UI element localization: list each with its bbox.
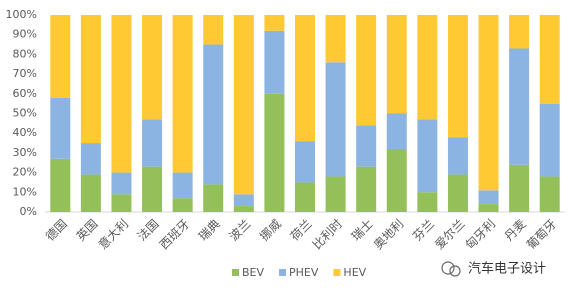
- bar-segment: [264, 93, 285, 212]
- legend-swatch: [232, 269, 239, 276]
- bar-segment: [417, 15, 438, 120]
- bar-segment: [233, 194, 254, 207]
- legend-swatch: [333, 269, 341, 276]
- bar-segment: [295, 15, 315, 142]
- bar-segment: [264, 30, 285, 94]
- bar-segment: [142, 119, 163, 167]
- bar-segment: [447, 137, 468, 175]
- y-tick-label: 50%: [13, 107, 37, 120]
- bar-segment: [295, 141, 315, 183]
- bar-segment: [142, 15, 163, 120]
- bar-segment: [478, 204, 499, 212]
- legend-label: PHEV: [289, 266, 319, 279]
- y-tick-label: 80%: [13, 47, 37, 60]
- bar-segment: [50, 97, 71, 159]
- bar-segment: [325, 176, 346, 212]
- legend-label: BEV: [242, 266, 264, 279]
- bar-segment: [417, 119, 438, 193]
- bar-segment: [539, 176, 560, 212]
- y-tick-label: 100%: [6, 8, 37, 21]
- bar-segment: [264, 15, 285, 31]
- bar-segment: [386, 15, 407, 114]
- watermark-icon: [441, 261, 461, 277]
- bar-segment: [539, 15, 560, 104]
- bar-segment: [80, 143, 101, 175]
- bar-segment: [509, 164, 530, 212]
- y-tick-label: 60%: [13, 87, 37, 100]
- y-tick-label: 40%: [13, 126, 37, 139]
- bar-segment: [233, 206, 254, 212]
- bar-segment: [203, 44, 224, 185]
- watermark: 汽车电子设计: [468, 261, 546, 277]
- bar-segment: [142, 166, 163, 212]
- bar-segment: [325, 15, 346, 63]
- bar-segment: [172, 198, 193, 212]
- bar-segment: [539, 103, 560, 177]
- bar-segment: [111, 194, 132, 212]
- bar-segment: [50, 158, 71, 212]
- bar-segment: [80, 15, 101, 144]
- bar-segment: [50, 15, 71, 98]
- bar-segment: [111, 15, 132, 173]
- bar-segment: [417, 192, 438, 212]
- bar-segment: [325, 62, 346, 177]
- y-tick-label: 20%: [13, 166, 37, 179]
- bar-segment: [203, 184, 224, 212]
- bar-segment: [80, 174, 101, 212]
- bar-segment: [509, 48, 530, 165]
- bar-segment: [386, 148, 407, 212]
- bar-segment: [386, 113, 407, 149]
- y-tick-label: 10%: [13, 185, 37, 198]
- y-tick-label: 30%: [13, 146, 37, 159]
- bar-segment: [233, 15, 254, 195]
- bar-segment: [203, 15, 224, 45]
- bar-segment: [509, 15, 530, 49]
- bar-segment: [478, 190, 499, 205]
- legend-label: HEV: [343, 266, 366, 279]
- bar-segment: [295, 182, 315, 212]
- bar-segment: [356, 166, 377, 212]
- y-tick-label: 0%: [20, 205, 37, 218]
- bar-segment: [111, 172, 132, 195]
- legend-swatch: [279, 269, 287, 276]
- bar-segment: [356, 125, 377, 167]
- bar-segment: [447, 15, 468, 138]
- bar-segment: [356, 15, 377, 126]
- bar-segment: [447, 174, 468, 212]
- bar-segment: [172, 15, 193, 173]
- bar-segment: [478, 15, 499, 191]
- bar-segment: [172, 172, 193, 199]
- y-tick-label: 90%: [13, 28, 37, 41]
- y-tick-label: 70%: [13, 67, 37, 80]
